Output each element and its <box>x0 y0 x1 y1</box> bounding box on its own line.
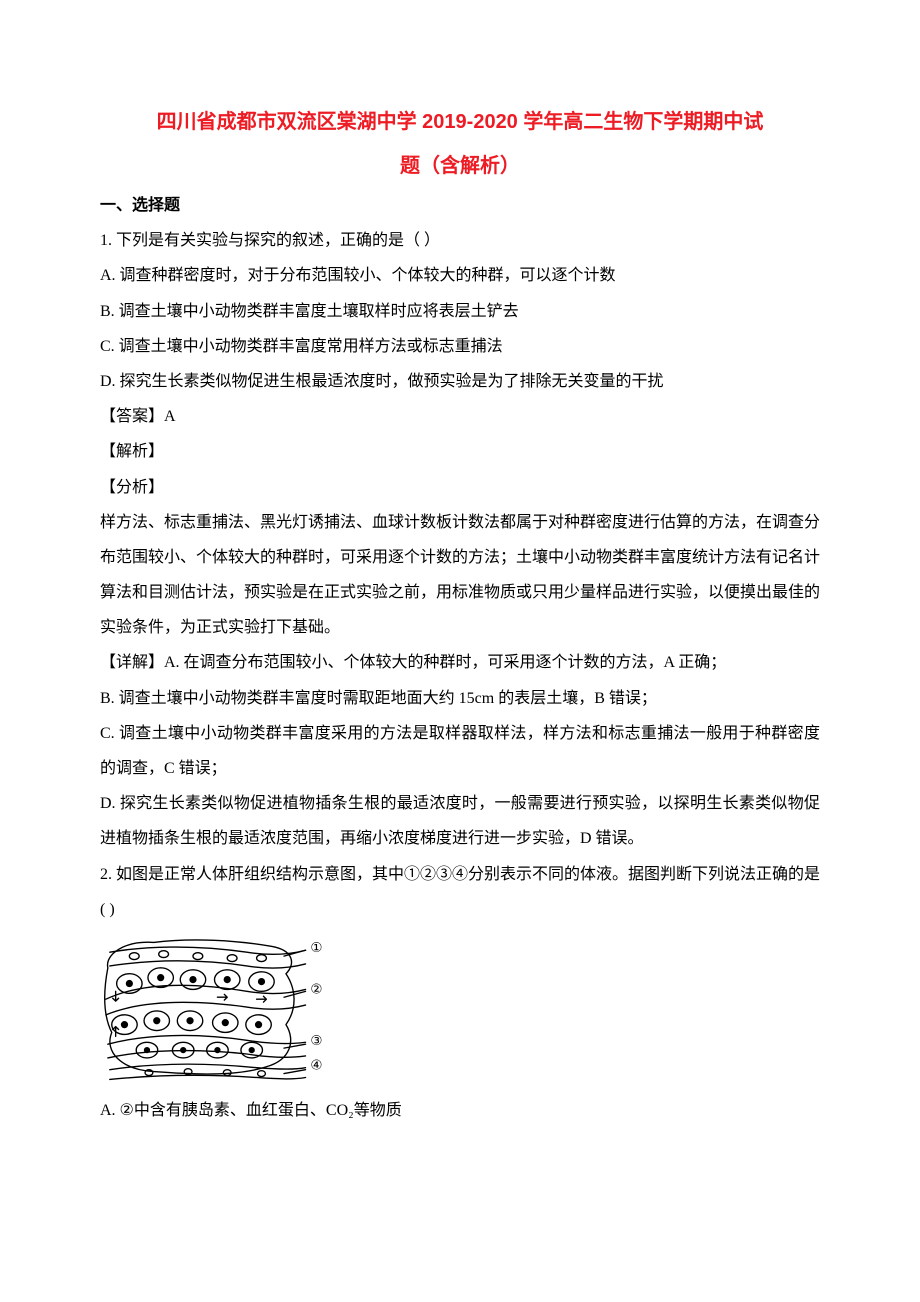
q1-fenxi-paragraph: 样方法、标志重捕法、黑光灯诱捕法、血球计数板计数法都属于对种群密度进行估算的方法… <box>100 505 820 646</box>
q1-answer: 【答案】A <box>100 399 820 434</box>
q2-option-a: A. ②中含有胰岛素、血红蛋白、CO₂等物质 <box>100 1093 820 1128</box>
q1-option-c: C. 调查土壤中小动物类群丰富度常用样方法或标志重捕法 <box>100 329 820 364</box>
q1-detail-c: C. 调查土壤中小动物类群丰富度采用的方法是取样器取样法，样方法和标志重捕法一般… <box>100 716 820 786</box>
figure-label-3: ③ <box>310 1033 322 1048</box>
figure-label-2: ② <box>310 981 322 996</box>
tissue-diagram-svg: ① ② ③ ④ <box>100 933 330 1083</box>
figure-label-4: ④ <box>310 1058 322 1073</box>
q1-detail-a: 【详解】A. 在调查分布范围较小、个体较大的种群时，可采用逐个计数的方法，A 正… <box>100 645 820 680</box>
q1-option-a: A. 调查种群密度时，对于分布范围较小、个体较大的种群，可以逐个计数 <box>100 258 820 293</box>
exam-title-line2: 题（含解析） <box>100 144 820 188</box>
q1-detail-b: B. 调查土壤中小动物类群丰富度时需取距地面大约 15cm 的表层土壤，B 错误… <box>100 681 820 716</box>
q1-option-b: B. 调查土壤中小动物类群丰富度土壤取样时应将表层土铲去 <box>100 294 820 329</box>
exam-title-line1: 四川省成都市双流区棠湖中学 2019-2020 学年高二生物下学期期中试 <box>100 100 820 144</box>
q1-stem: 1. 下列是有关实验与探究的叙述，正确的是（ ） <box>100 223 820 258</box>
q1-jiexi-label: 【解析】 <box>100 434 820 469</box>
q2-figure: ① ② ③ ④ <box>100 933 820 1083</box>
q1-option-d: D. 探究生长素类似物促进生根最适浓度时，做预实验是为了排除无关变量的干扰 <box>100 364 820 399</box>
figure-label-1: ① <box>310 940 322 955</box>
q2-stem: 2. 如图是正常人体肝组织结构示意图，其中①②③④分别表示不同的体液。据图判断下… <box>100 857 820 927</box>
section-1-header: 一、选择题 <box>100 188 820 223</box>
q1-fenxi-label: 【分析】 <box>100 470 820 505</box>
q1-detail-d: D. 探究生长素类似物促进植物插条生根的最适浓度时，一般需要进行预实验，以探明生… <box>100 786 820 856</box>
